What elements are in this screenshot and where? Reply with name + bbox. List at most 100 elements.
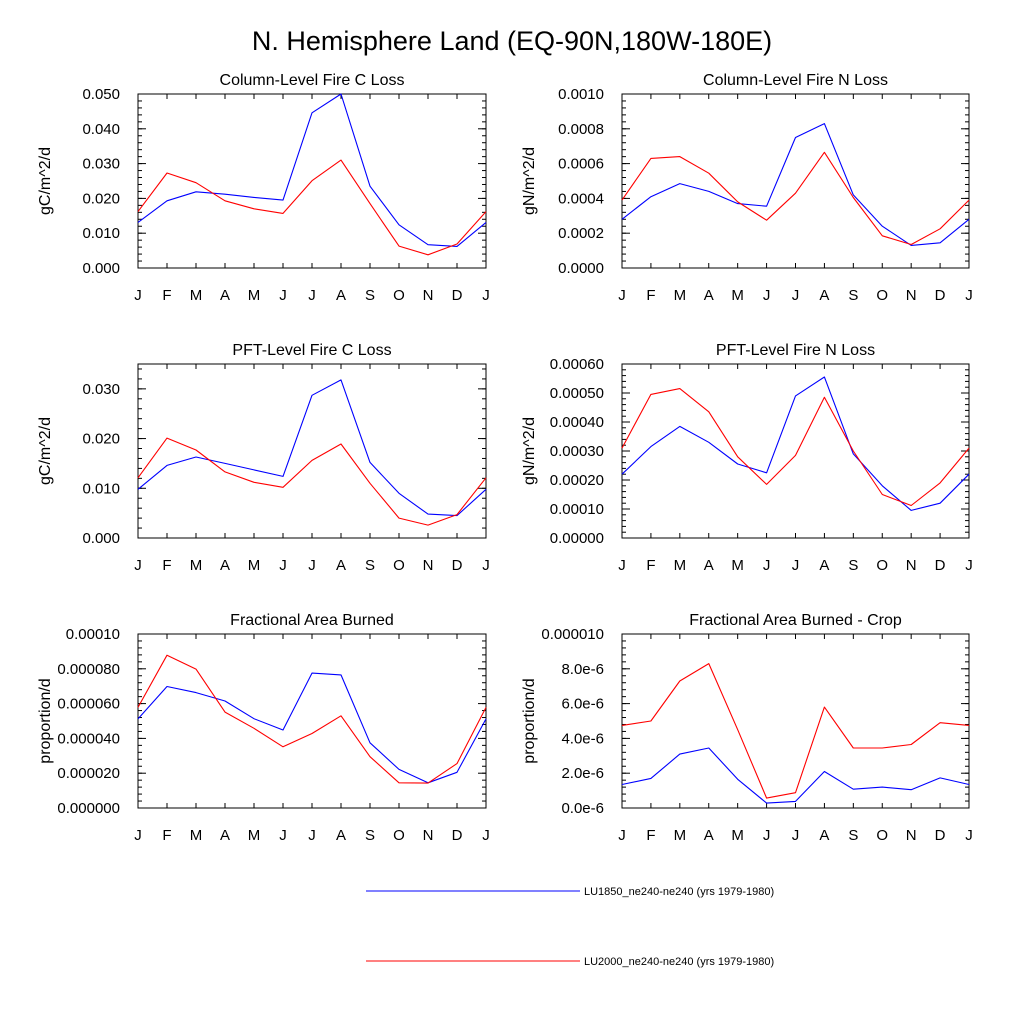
x-tick-label: J [482, 287, 490, 304]
y-tick-label: 0.000010 [541, 626, 604, 643]
x-tick-label: J [279, 827, 287, 844]
x-tick-label: J [308, 827, 316, 844]
x-tick-label: N [423, 827, 434, 844]
x-tick-label: D [935, 287, 946, 304]
x-tick-label: F [646, 557, 655, 574]
series-line-2 [137, 159, 487, 256]
y-tick-label: 4.0e-6 [561, 730, 604, 747]
y-tick-label: 0.040 [82, 121, 120, 138]
y-tick-label: 0.000 [82, 530, 120, 547]
x-tick-label: J [618, 557, 626, 574]
x-tick-label: N [423, 287, 434, 304]
x-tick-label: J [134, 827, 142, 844]
x-tick-label: J [134, 287, 142, 304]
x-tick-label: M [190, 827, 203, 844]
x-tick-label: N [906, 287, 917, 304]
y-axis-label: gN/m^2/d [521, 147, 538, 215]
x-tick-label: S [848, 287, 858, 304]
series-line-1 [621, 123, 970, 246]
x-tick-label: A [220, 827, 230, 844]
y-tick-label: 0.020 [82, 190, 120, 207]
x-tick-label: J [482, 827, 490, 844]
y-tick-label: 0.00040 [550, 414, 604, 431]
y-tick-label: 0.030 [82, 156, 120, 173]
y-axis-label: proportion/d [37, 678, 54, 763]
y-tick-label: 0.000000 [57, 800, 120, 817]
legend-label-2: LU2000_ne240-ne240 (yrs 1979-1980) [584, 956, 774, 968]
series-line-1 [621, 747, 970, 804]
x-tick-label: S [365, 827, 375, 844]
y-axis-label: gC/m^2/d [37, 147, 54, 215]
panel-title: Column-Level Fire N Loss [703, 72, 888, 89]
x-tick-label: O [393, 827, 405, 844]
x-tick-label: J [763, 287, 771, 304]
y-tick-label: 0.010 [82, 225, 120, 242]
x-tick-label: M [248, 287, 261, 304]
x-tick-label: O [876, 827, 888, 844]
x-tick-label: J [482, 557, 490, 574]
x-tick-label: A [220, 557, 230, 574]
x-tick-label: M [674, 557, 687, 574]
x-tick-label: M [248, 557, 261, 574]
series-line-1 [621, 376, 970, 511]
y-tick-label: 8.0e-6 [561, 661, 604, 678]
x-tick-label: J [279, 557, 287, 574]
x-tick-label: F [646, 287, 655, 304]
x-tick-label: D [935, 557, 946, 574]
y-tick-label: 0.0004 [558, 190, 604, 207]
panel-6: Fractional Area Burned - Crop proportion/… [521, 612, 973, 844]
x-tick-label: A [704, 287, 714, 304]
x-tick-label: O [876, 287, 888, 304]
y-tick-label: 0.000 [82, 260, 120, 277]
y-tick-label: 0.00020 [550, 472, 604, 489]
x-tick-label: A [220, 287, 230, 304]
y-tick-label: 2.0e-6 [561, 765, 604, 782]
y-tick-label: 0.0002 [558, 225, 604, 242]
x-tick-label: M [674, 287, 687, 304]
x-tick-label: M [731, 557, 744, 574]
x-tick-label: M [248, 827, 261, 844]
x-tick-label: A [336, 827, 346, 844]
x-tick-label: A [336, 287, 346, 304]
x-tick-label: J [763, 557, 771, 574]
x-tick-label: A [819, 557, 829, 574]
y-tick-label: 0.00010 [66, 626, 120, 643]
y-axis-label: proportion/d [521, 678, 538, 763]
x-tick-label: M [190, 287, 203, 304]
series-line-2 [621, 663, 970, 799]
x-tick-label: M [731, 287, 744, 304]
series-line-2 [137, 654, 487, 784]
x-tick-label: A [819, 827, 829, 844]
x-tick-label: J [308, 287, 316, 304]
y-tick-label: 0.0010 [558, 86, 604, 103]
x-tick-label: O [393, 287, 405, 304]
x-tick-label: S [848, 557, 858, 574]
figure-title: N. Hemisphere Land (EQ-90N,180W-180E) [252, 26, 772, 56]
x-tick-label: A [704, 827, 714, 844]
x-tick-label: F [162, 287, 171, 304]
x-tick-label: J [965, 557, 973, 574]
y-tick-label: 0.020 [82, 431, 120, 448]
y-tick-label: 0.00030 [550, 443, 604, 460]
legend-label-1: LU1850_ne240-ne240 (yrs 1979-1980) [584, 886, 774, 898]
series-line-1 [137, 93, 487, 247]
series-line-2 [621, 388, 970, 507]
y-tick-label: 0.0e-6 [561, 800, 604, 817]
y-tick-label: 0.030 [82, 381, 120, 398]
panel-title: Column-Level Fire C Loss [220, 72, 405, 89]
series-line-2 [137, 437, 487, 526]
x-tick-label: F [646, 827, 655, 844]
y-tick-label: 0.00060 [550, 356, 604, 373]
x-tick-label: J [965, 827, 973, 844]
x-tick-label: F [162, 557, 171, 574]
x-tick-label: D [452, 287, 463, 304]
x-tick-label: D [452, 827, 463, 844]
x-tick-label: N [906, 557, 917, 574]
x-tick-label: J [279, 287, 287, 304]
x-tick-label: J [792, 287, 800, 304]
